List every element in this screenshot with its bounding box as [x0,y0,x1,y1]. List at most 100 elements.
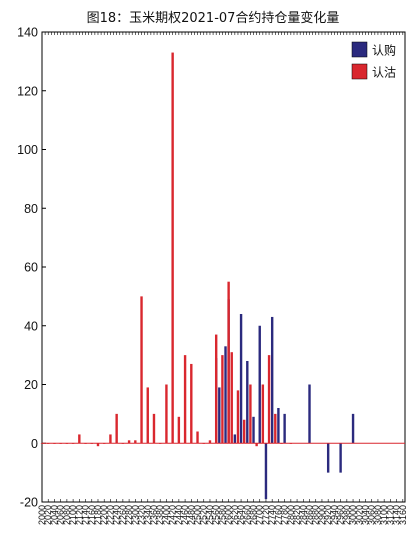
bar-认沽 [115,413,118,444]
x-tick-label: 2240 [112,505,122,525]
bar-认购 [233,434,237,444]
x-tick-label: 2800 [286,505,296,525]
bar-认购 [270,316,274,444]
y-tick-label: 100 [17,143,38,157]
bar-认购 [283,413,286,444]
x-tick-label: 2960 [336,505,346,525]
y-tick-label: 80 [24,202,38,216]
x-tick-label: 3040 [360,505,370,525]
x-tick-label: 2760 [273,505,283,525]
y-tick-label: -20 [20,496,38,510]
bar-认沽 [227,281,230,444]
x-tick-label: 3120 [385,505,395,525]
bar-认沽 [249,384,252,444]
bar-认购 [264,443,268,500]
x-tick-label: 2440 [174,505,184,525]
x-tick-label: 2040 [49,505,59,525]
x-tick-label: 2680 [249,505,259,525]
bar-认购 [258,325,261,444]
bar-认沽 [127,440,131,444]
x-tick-label: 2700 [255,505,265,525]
x-tick-label: 3000 [348,505,358,525]
x-tick-label: 2540 [205,505,215,525]
x-tick-label: 2480 [186,505,196,525]
bar-认沽 [171,52,174,444]
bar-认沽 [255,443,258,447]
x-tick-label: 2600 [224,505,234,525]
x-tick-label: 2860 [305,505,315,525]
x-tick-label: 2620 [230,505,240,525]
legend-label: 认购 [372,43,396,58]
x-tick-label: 2180 [93,505,103,525]
x-tick-label: 2160 [87,505,97,525]
x-tick-label: 2260 [118,505,128,525]
x-tick-label: 2720 [261,505,271,525]
x-tick-label: 2500 [193,505,203,525]
bar-认购 [252,416,255,444]
bar-认沽 [214,334,218,444]
chart-title: 图18：玉米期权2021-07合约持仓量变化量 [87,10,340,26]
x-tick-label: 2120 [74,505,84,525]
x-tick-label: 2880 [311,505,321,525]
bar-认沽 [183,355,187,444]
x-tick-label: 2300 [130,505,140,525]
x-tick-label: 3060 [367,505,377,525]
bar-认沽 [208,440,212,444]
x-tick-label: 2640 [236,505,246,525]
x-tick-label: 2820 [292,505,302,525]
bar-认沽 [134,440,137,444]
bar-认购 [308,384,311,444]
x-tick-label: 3080 [373,505,383,525]
bar-认沽 [267,355,271,444]
x-tick-label: 2340 [143,505,153,525]
bar-认沽 [140,296,143,444]
x-tick-label: 2560 [211,505,221,525]
x-tick-label: 2320 [137,505,147,525]
x-tick-label: 3160 [398,505,407,525]
bar-认沽 [177,416,181,444]
x-tick-label: 2020 [43,505,53,525]
x-tick-label: 2840 [298,505,308,525]
x-tick-label: 2660 [242,505,252,525]
x-tick-label: 2280 [124,505,134,525]
x-tick-label: 2140 [81,505,91,525]
x-tick-label: 2360 [149,505,159,525]
bar-认购 [277,408,280,444]
bar-认购 [218,387,221,444]
bar-认购 [239,314,243,444]
bar-认沽 [152,413,156,444]
bar-认沽 [242,419,246,444]
y-tick-label: 0 [31,437,38,451]
x-tick-label: 2580 [217,505,227,525]
bar-认沽 [230,352,233,444]
y-tick-label: 120 [17,84,38,98]
bar-认沽 [165,384,168,444]
bar-认沽 [146,387,149,444]
y-tick-label: 140 [17,26,38,40]
legend-swatch [351,41,368,58]
bar-认沽 [221,355,224,444]
y-tick-label: 60 [24,261,38,275]
x-tick-label: 2380 [155,505,165,525]
x-tick-label: 2080 [62,505,72,525]
x-tick-label: 2520 [199,505,209,525]
x-tick-label: 2420 [168,505,178,525]
x-tick-label: 2940 [329,505,339,525]
x-tick-label: 2980 [342,505,352,525]
x-tick-label: 2780 [280,505,290,525]
x-tick-label: 2200 [99,505,109,525]
x-tick-label: 2920 [323,505,333,525]
bar-认购 [326,443,330,473]
x-tick-label: 2900 [317,505,327,525]
bar-认沽 [96,443,100,447]
bar-认购 [339,443,342,473]
bar-认沽 [196,431,199,444]
x-tick-label: 3020 [354,505,364,525]
legend-label: 认沽 [372,66,396,80]
bar-认沽 [236,390,240,444]
x-tick-label: 2100 [68,505,78,525]
x-tick-label: 2060 [56,505,66,525]
bar-认沽 [78,434,81,444]
